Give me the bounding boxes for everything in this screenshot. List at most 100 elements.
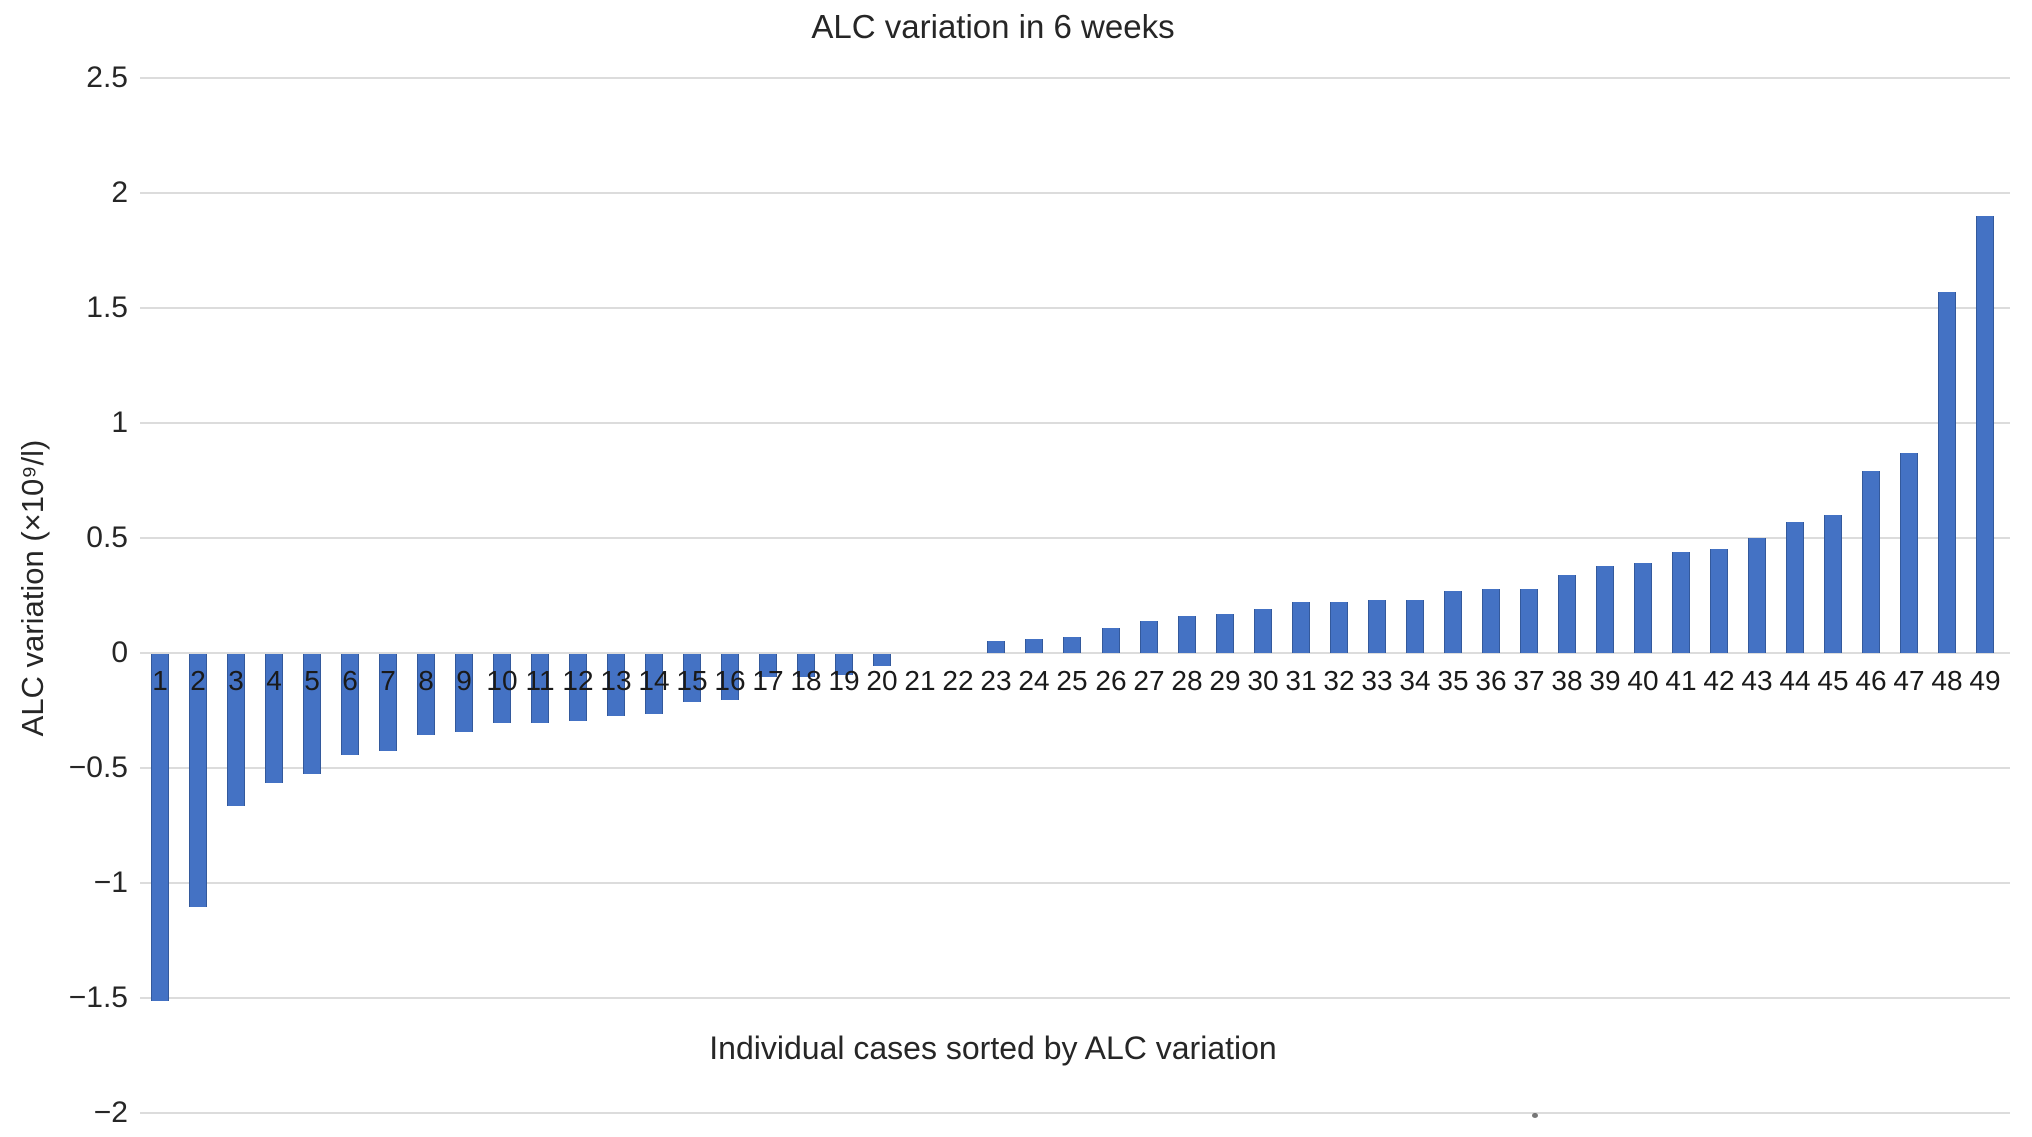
- x-axis-tick-label: 14: [638, 665, 670, 696]
- x-axis-tick-label: 5: [304, 665, 320, 696]
- x-axis-tick-label: 25: [1056, 665, 1088, 696]
- x-axis-tick-label: 46: [1855, 665, 1887, 696]
- bar: [569, 654, 587, 721]
- x-axis-tick-label: 18: [790, 665, 822, 696]
- x-axis-tick-label: 17: [752, 665, 784, 696]
- x-axis-tick-label: 45: [1817, 665, 1849, 696]
- x-axis-tick-label: 16: [714, 665, 746, 696]
- bar: [1025, 639, 1043, 653]
- y-axis-tick-label: 0: [111, 636, 128, 669]
- gridline: [140, 77, 2010, 79]
- bar: [607, 654, 625, 716]
- y-axis-tick-label: 0.5: [86, 521, 128, 554]
- bar: [265, 654, 283, 783]
- x-axis-tick-label: 48: [1931, 665, 1963, 696]
- bar: [1292, 602, 1310, 653]
- x-axis-tick-label: 10: [486, 665, 518, 696]
- gridline: [140, 997, 2010, 999]
- bar: [189, 654, 207, 907]
- x-axis-tick-label: 13: [600, 665, 632, 696]
- artifact-dot: [1532, 1113, 1538, 1118]
- gridline: [140, 192, 2010, 194]
- x-axis-tick-label: 37: [1513, 665, 1545, 696]
- bar: [759, 654, 777, 677]
- x-axis-tick-label: 12: [562, 665, 594, 696]
- y-axis-title: ALC variation (×10⁹/l): [15, 439, 50, 737]
- x-axis-tick-label: 34: [1399, 665, 1431, 696]
- bar: [303, 654, 321, 774]
- y-axis-tick-label: 1: [111, 406, 128, 439]
- x-axis-tick-label: 22: [942, 665, 974, 696]
- bar: [493, 654, 511, 723]
- bar: [531, 654, 549, 723]
- x-axis-tick-label: 6: [342, 665, 358, 696]
- bar: [1938, 292, 1956, 653]
- x-axis-tick-label: 29: [1209, 665, 1241, 696]
- x-axis-tick-label: 23: [980, 665, 1012, 696]
- bar: [873, 654, 891, 666]
- bar: [151, 654, 169, 1001]
- bar: [1482, 589, 1500, 653]
- bar: [1710, 549, 1728, 653]
- bar: [1786, 522, 1804, 653]
- x-axis-tick-label: 1: [152, 665, 168, 696]
- bar: [1178, 616, 1196, 653]
- bar: [835, 654, 853, 675]
- x-axis-tick-label: 9: [456, 665, 472, 696]
- x-axis-tick-label: 8: [418, 665, 434, 696]
- x-axis-tick-label: 27: [1133, 665, 1165, 696]
- bar: [417, 654, 435, 735]
- bar: [1216, 614, 1234, 653]
- bar: [645, 654, 663, 714]
- x-axis-tick-label: 40: [1627, 665, 1659, 696]
- gridline: [140, 767, 2010, 769]
- x-axis-tick-label: 19: [828, 665, 860, 696]
- gridline: [140, 307, 2010, 309]
- y-axis-tick-label: −1: [93, 866, 128, 899]
- y-axis-tick-label: 2: [111, 176, 128, 209]
- chart-title: ALC variation in 6 weeks: [811, 8, 1175, 45]
- bar: [455, 654, 473, 732]
- bar: [1634, 563, 1652, 653]
- x-axis-tick-label: 36: [1475, 665, 1507, 696]
- bar: [1368, 600, 1386, 653]
- x-axis-tick-label: 30: [1247, 665, 1279, 696]
- y-axis-tick-label: 2.5: [86, 61, 128, 94]
- bar: [797, 654, 815, 677]
- x-axis-tick-label: 26: [1095, 665, 1127, 696]
- bar: [683, 654, 701, 702]
- bar: [1824, 515, 1842, 653]
- y-axis-tick-label: −0.5: [68, 751, 128, 784]
- y-axis-tick-label: −2: [93, 1096, 128, 1129]
- bar: [1900, 453, 1918, 653]
- x-axis-tick-label: 43: [1741, 665, 1773, 696]
- x-axis-tick-label: 38: [1551, 665, 1583, 696]
- x-axis-title: Individual cases sorted by ALC variation: [709, 1030, 1277, 1066]
- bar: [1558, 575, 1576, 653]
- gridline: [140, 537, 2010, 539]
- x-axis-tick-label: 2: [190, 665, 206, 696]
- bar: [1596, 566, 1614, 653]
- gridline: [140, 1112, 2010, 1114]
- bar: [341, 654, 359, 755]
- bar: [1520, 589, 1538, 653]
- x-axis-tick-label: 21: [904, 665, 936, 696]
- gridline: [140, 652, 2010, 654]
- gridline: [140, 422, 2010, 424]
- x-axis-tick-label: 39: [1589, 665, 1621, 696]
- x-axis-tick-label: 47: [1893, 665, 1925, 696]
- bar: [1748, 538, 1766, 653]
- bar: [987, 641, 1005, 653]
- bar: [1063, 637, 1081, 653]
- x-axis-tick-label: 20: [866, 665, 898, 696]
- bar: [1976, 216, 1994, 653]
- bar: [1254, 609, 1272, 653]
- x-axis-tick-label: 7: [380, 665, 396, 696]
- bar: [1330, 602, 1348, 653]
- x-axis-tick-label: 49: [1969, 665, 2001, 696]
- x-axis-tick-label: 3: [228, 665, 244, 696]
- bar: [1102, 628, 1120, 653]
- x-axis-tick-label: 31: [1285, 665, 1317, 696]
- bar: [379, 654, 397, 751]
